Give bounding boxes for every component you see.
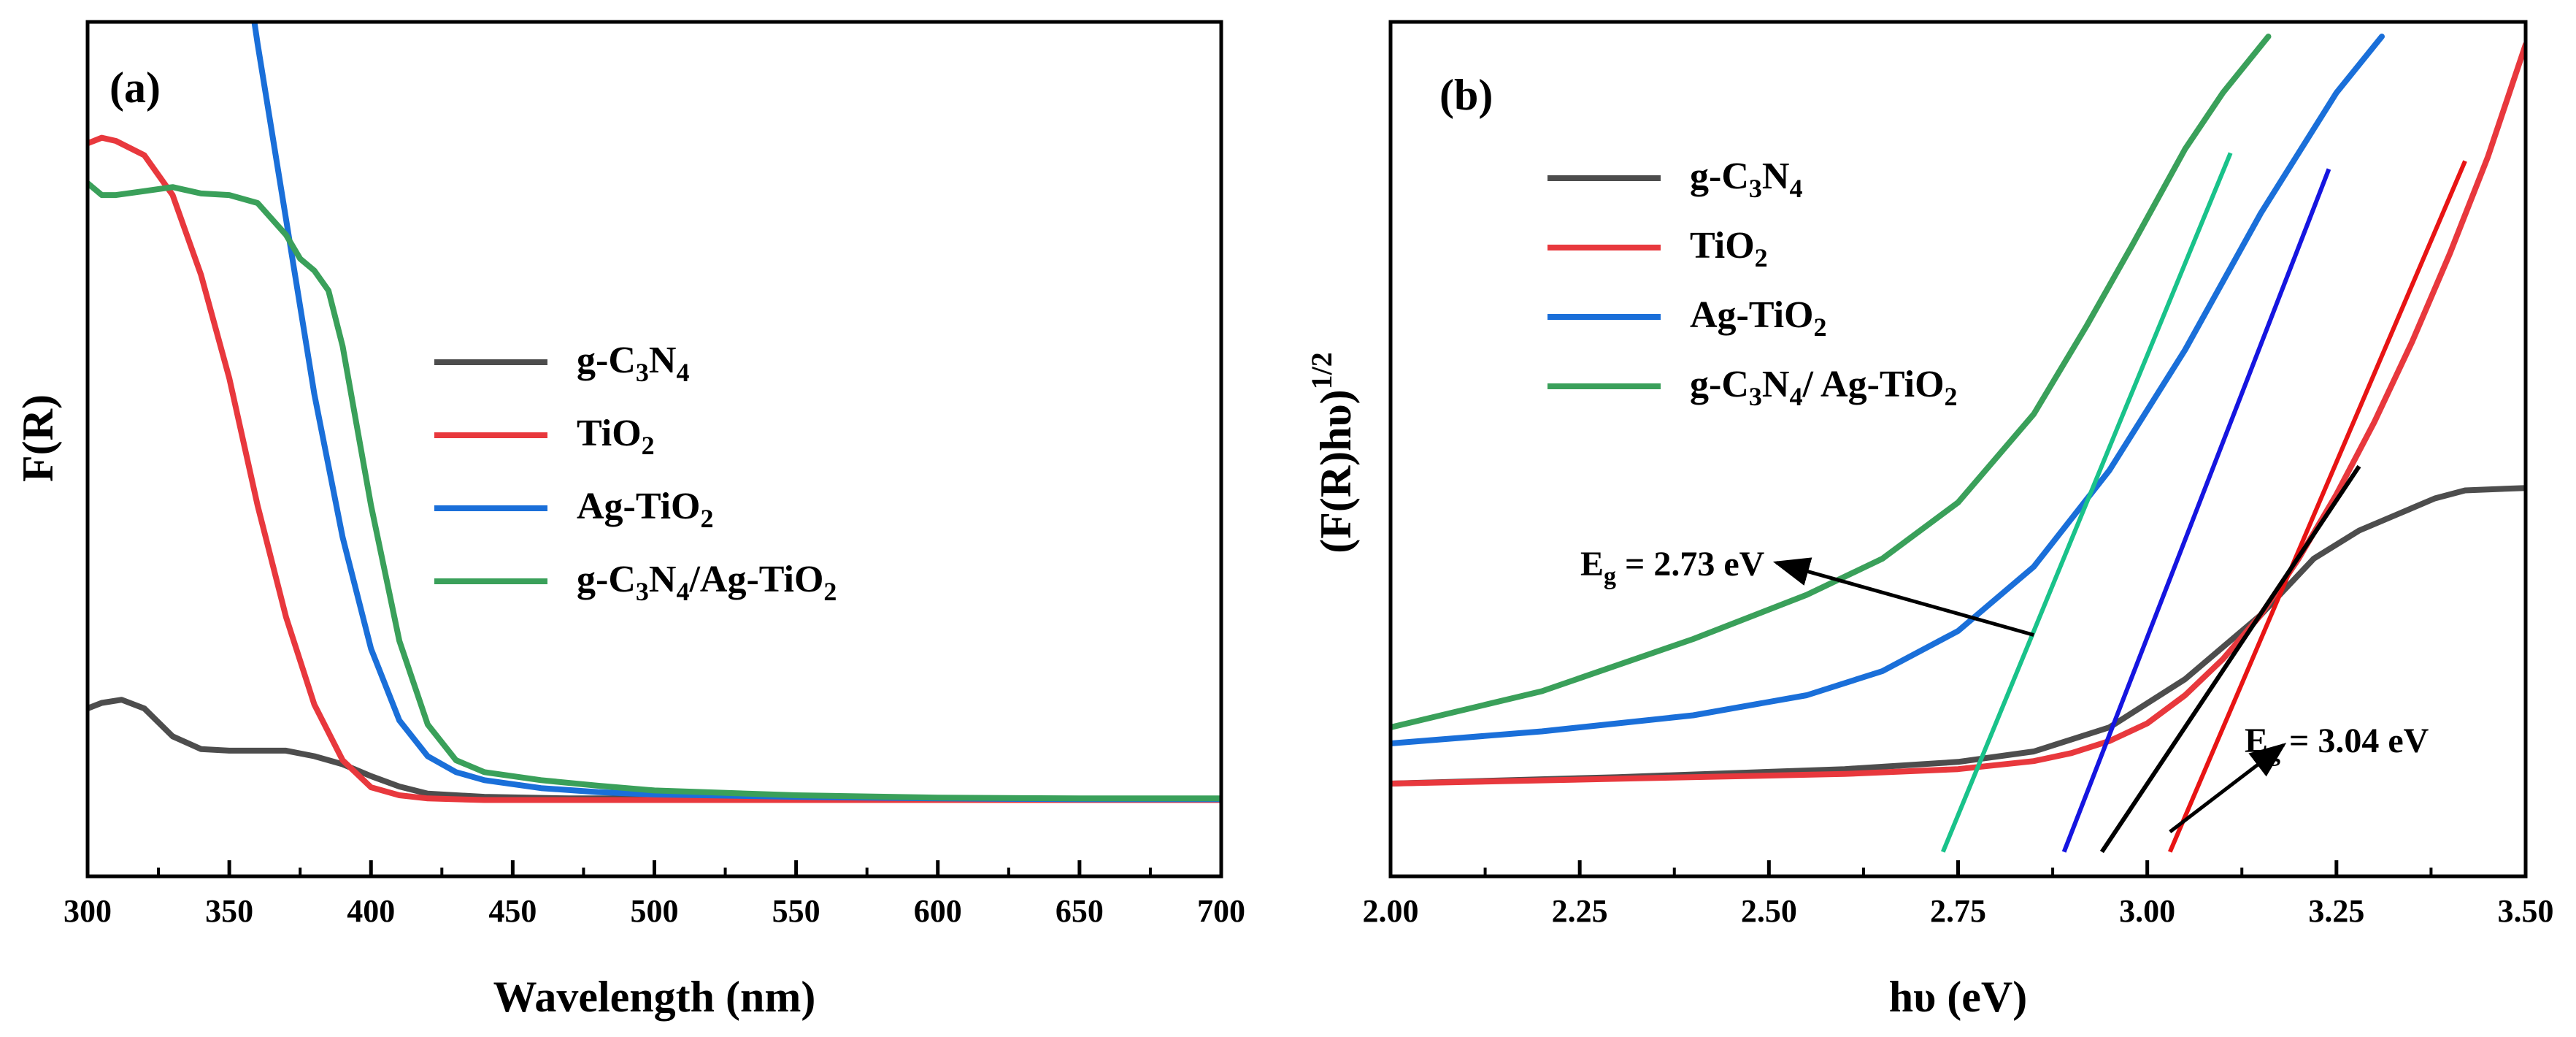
x-tick-label: 2.50 <box>1741 893 1797 929</box>
x-tick-label: 3.50 <box>2498 893 2554 929</box>
plot-frame <box>1388 20 2528 879</box>
legend-label: TiO2 <box>1690 225 1768 272</box>
plot-frame <box>85 20 1223 879</box>
legend: g-C3N4 TiO2 Ag-TiO2 g-C3N4/Ag-TiO2 <box>434 340 837 606</box>
tangent-Ag-TiO2 <box>2061 168 2331 853</box>
x-tick-label: 2.75 <box>1930 893 1986 929</box>
x-tick-label: 300 <box>64 893 112 929</box>
x-tick-label: 650 <box>1056 893 1104 929</box>
panel-label: (b) <box>1439 71 1493 119</box>
legend-label: g-C3N4 <box>577 340 689 387</box>
x-tick-label: 600 <box>914 893 962 929</box>
x-tick-label: 400 <box>347 893 395 929</box>
series-line-g-C3N4/ Ag-TiO2 <box>1391 34 2272 730</box>
eg-annotation-1-arrow <box>1772 557 2034 637</box>
panel-a: 300 350 400 450 500 550 600 650 700 (a) g-C3N4 TiO2… <box>14 20 1245 1021</box>
series-line-g-C3N4 <box>1391 485 2526 787</box>
series-line-g-C3N4 <box>88 697 1221 803</box>
x-tick-label: 500 <box>631 893 679 929</box>
eg-annotation-2: Eg = 3.04 eV <box>2245 722 2429 767</box>
legend-label: g-C3N4 <box>1690 156 1802 203</box>
legend-label: Ag-TiO2 <box>1690 294 1827 342</box>
x-tick-label: 2.25 <box>1552 893 1608 929</box>
legend-label: g-C3N4/ Ag-TiO2 <box>1690 364 1958 411</box>
x-tick-label: 3.00 <box>2119 893 2175 929</box>
series-line-Ag-TiO2 <box>251 22 1221 803</box>
x-tick-label: 700 <box>1197 893 1245 929</box>
x-tick-label: 350 <box>205 893 253 929</box>
tangent-g-C3N4 <box>2099 464 2361 854</box>
series-line-g-C3N4/Ag-TiO2 <box>88 180 1221 802</box>
y-axis-title: F(R) <box>14 394 62 482</box>
series-line-TiO2 <box>88 134 1221 803</box>
eg-annotation-2-arrow <box>2169 743 2287 833</box>
panel-b: 2.00 2.25 2.50 2.75 3.00 3.25 3.50 Eg = 2.73 eV… <box>1305 20 2554 1021</box>
panel-label: (a) <box>109 64 161 112</box>
y-axis-title: (F(R)hυ)1/2 <box>1305 352 1360 554</box>
x-axis-title: hυ (eV) <box>1889 973 2027 1021</box>
legend-label: Ag-TiO2 <box>577 486 714 533</box>
series-line-Ag-TiO2 <box>1391 34 2385 746</box>
legend-label: g-C3N4/Ag-TiO2 <box>577 559 837 606</box>
tangent-g-C3N4-Ag-TiO2 <box>1940 152 2233 853</box>
x-tick-label: 450 <box>488 893 537 929</box>
series-line-TiO2 <box>1391 42 2526 787</box>
x-axis-title: Wavelength (nm) <box>493 973 816 1021</box>
legend-label: TiO2 <box>577 413 655 460</box>
x-tick-label: 3.25 <box>2308 893 2364 929</box>
eg-annotation-1: Eg = 2.73 eV <box>1580 545 1765 590</box>
x-tick-label: 2.00 <box>1363 893 1419 929</box>
x-tick-label: 550 <box>772 893 820 929</box>
legend: g-C3N4 TiO2 Ag-TiO2 g-C3N4/ Ag-TiO2 <box>1547 156 1958 411</box>
tangent-TiO2 <box>2168 160 2467 853</box>
